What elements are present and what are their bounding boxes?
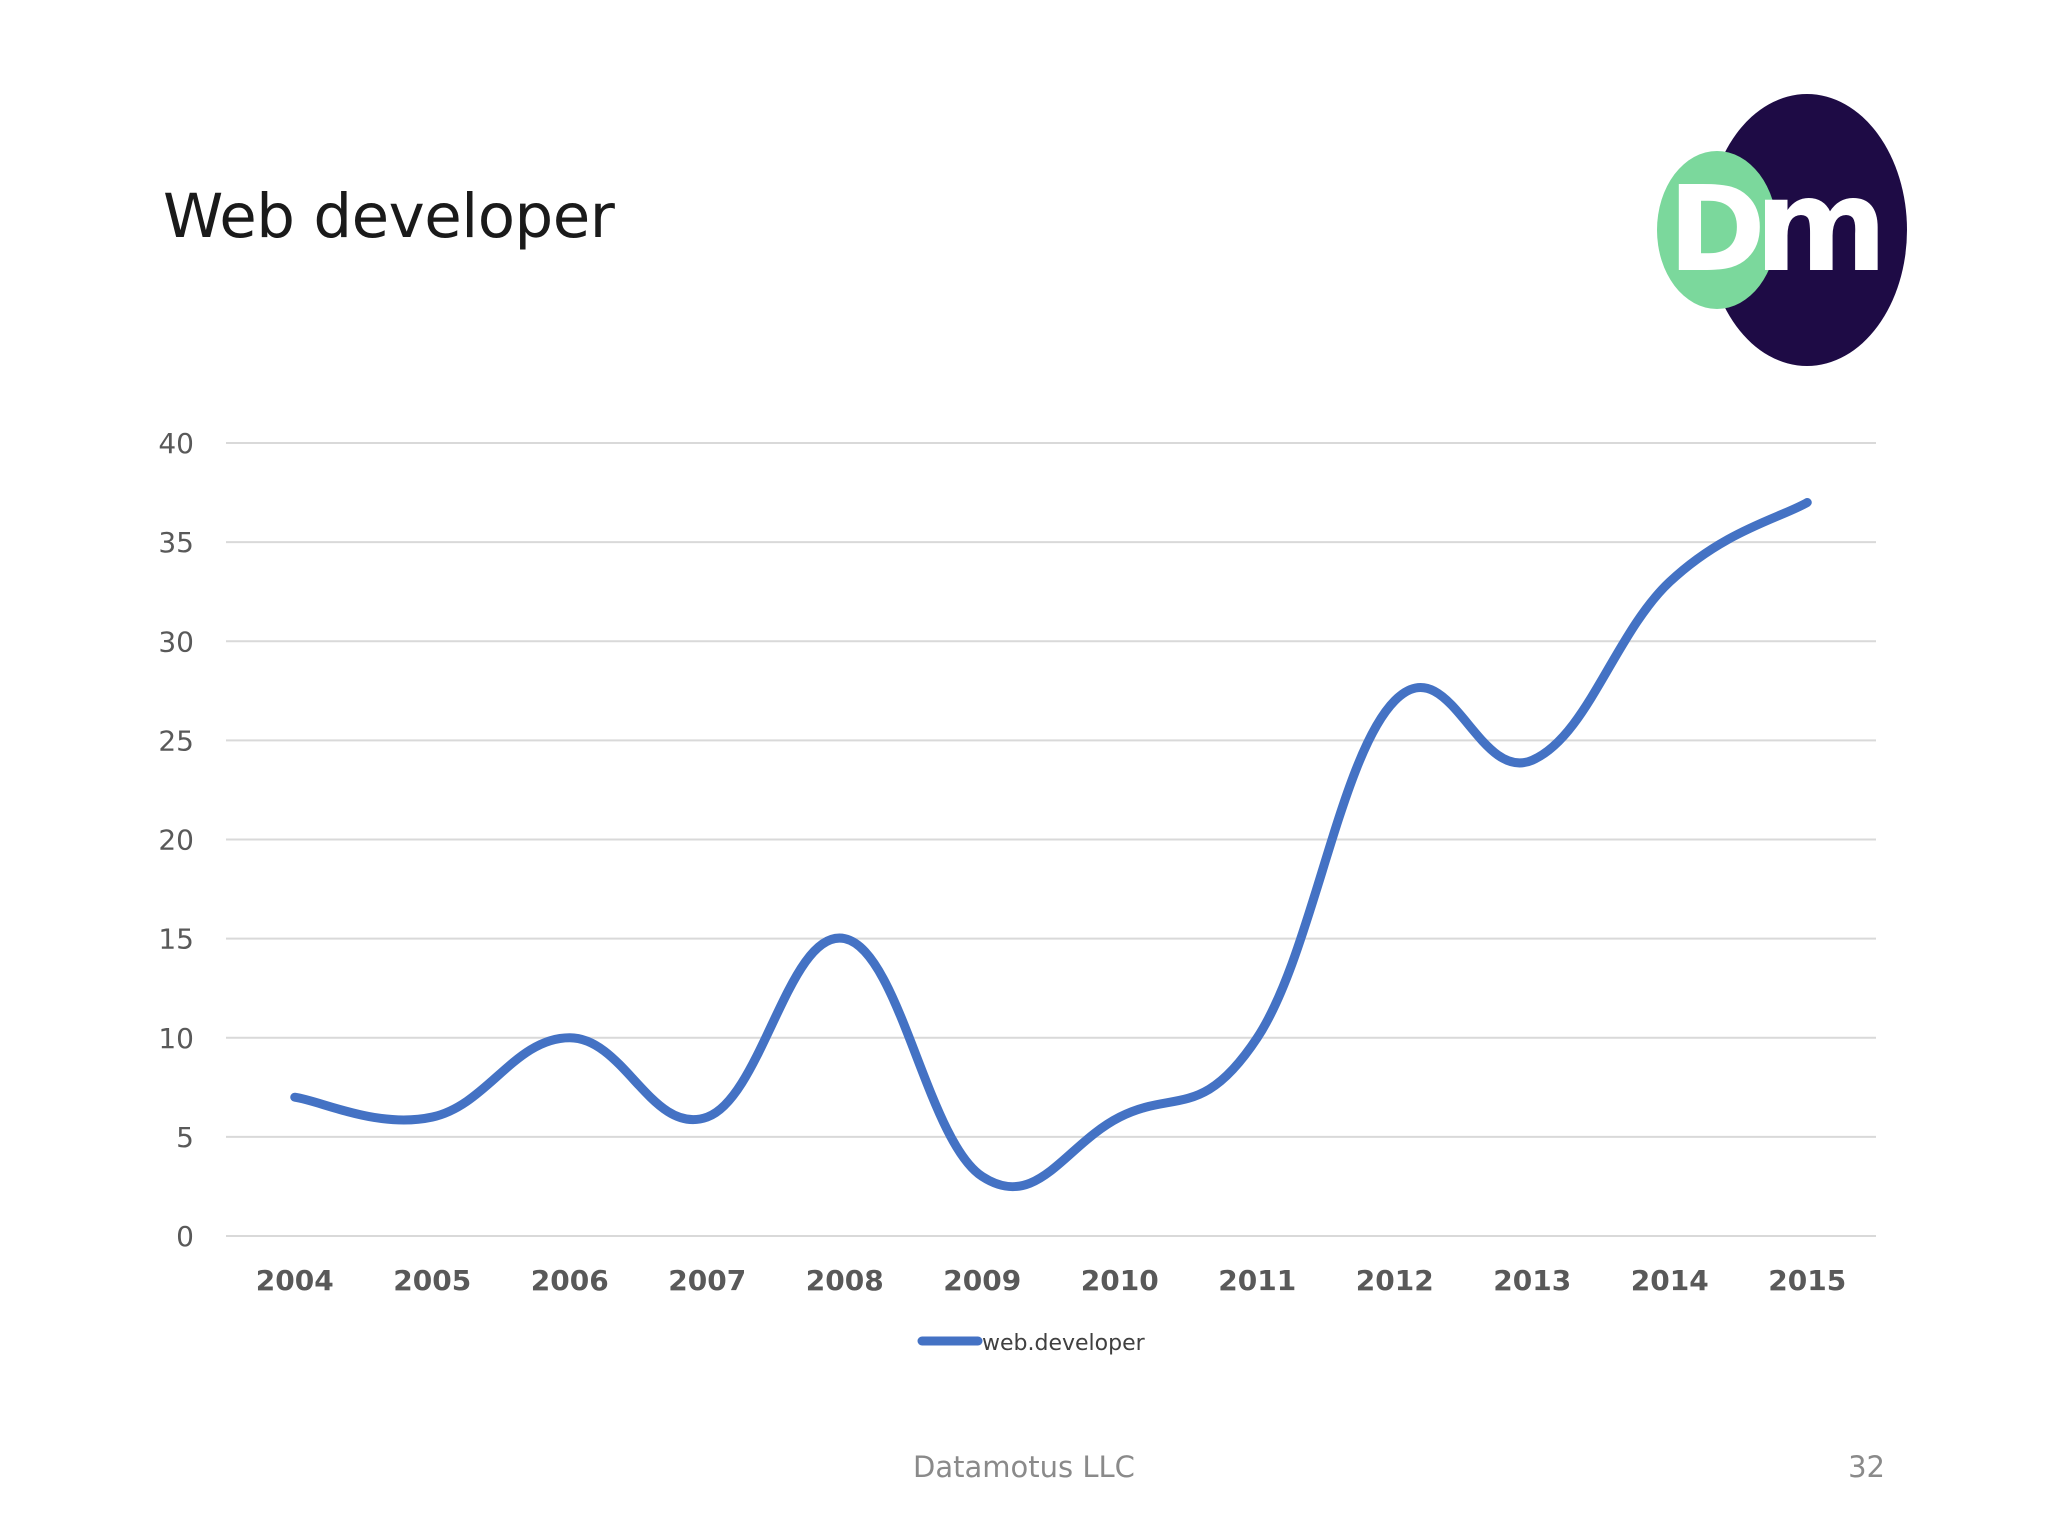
x-tick-label: 2009 bbox=[943, 1264, 1021, 1297]
data-point-2005 bbox=[431, 1116, 433, 1118]
logo-green-ellipse bbox=[1657, 151, 1777, 309]
x-axis-ticks: 2004 2005 2006 2007 2008 2009 2010 2011 2012 2013… bbox=[256, 1264, 1846, 1297]
y-tick-label: 40 bbox=[158, 427, 194, 460]
x-tick-label: 2013 bbox=[1493, 1264, 1571, 1297]
x-tick-label: 2010 bbox=[1081, 1264, 1159, 1297]
data-point-2010 bbox=[1119, 1116, 1121, 1118]
data-point-2008 bbox=[844, 938, 846, 940]
logo-navy-ellipse bbox=[1707, 94, 1907, 366]
logo-letter-m: m bbox=[1754, 152, 1887, 301]
data-point-2007 bbox=[706, 1116, 708, 1118]
data-point-2011 bbox=[1256, 1037, 1258, 1039]
data-point-2012 bbox=[1394, 700, 1396, 702]
y-tick-label: 35 bbox=[158, 526, 194, 559]
footer-company: Datamotus LLC bbox=[913, 1450, 1135, 1484]
x-tick-label: 2005 bbox=[393, 1264, 471, 1297]
x-tick-label: 2008 bbox=[806, 1264, 884, 1297]
data-point-2013 bbox=[1531, 759, 1533, 761]
logo-letter-d: D bbox=[1668, 160, 1766, 298]
y-tick-label: 5 bbox=[176, 1121, 194, 1154]
y-tick-label: 15 bbox=[158, 923, 194, 956]
series-layer bbox=[290, 497, 1812, 1192]
data-point-2004 bbox=[294, 1096, 296, 1098]
datamotus-logo: D m bbox=[1657, 94, 1907, 366]
y-axis-ticks: 0 5 10 15 20 25 30 35 40 bbox=[158, 427, 194, 1253]
legend: web.developer bbox=[917, 1331, 1146, 1356]
series-line bbox=[290, 497, 1812, 1192]
x-tick-label: 2006 bbox=[531, 1264, 609, 1297]
x-tick-label: 2014 bbox=[1631, 1264, 1709, 1297]
x-tick-label: 2015 bbox=[1768, 1264, 1846, 1297]
y-tick-label: 25 bbox=[158, 724, 194, 757]
gridlines bbox=[226, 442, 1876, 1237]
slide-title: Web developer bbox=[163, 181, 615, 252]
x-tick-label: 2011 bbox=[1218, 1264, 1296, 1297]
data-point-2006 bbox=[569, 1037, 571, 1039]
y-tick-label: 0 bbox=[176, 1220, 194, 1253]
data-point-2014 bbox=[1669, 581, 1671, 583]
x-tick-label: 2007 bbox=[668, 1264, 746, 1297]
y-tick-label: 10 bbox=[158, 1022, 194, 1055]
y-tick-label: 30 bbox=[158, 625, 194, 658]
x-tick-label: 2012 bbox=[1356, 1264, 1434, 1297]
data-point-2009 bbox=[981, 1176, 983, 1178]
x-tick-label: 2004 bbox=[256, 1264, 334, 1297]
data-point-2015 bbox=[1806, 501, 1808, 503]
legend-label: web.developer bbox=[982, 1331, 1146, 1356]
y-tick-label: 20 bbox=[158, 824, 194, 857]
page-number: 32 bbox=[1848, 1450, 1885, 1484]
